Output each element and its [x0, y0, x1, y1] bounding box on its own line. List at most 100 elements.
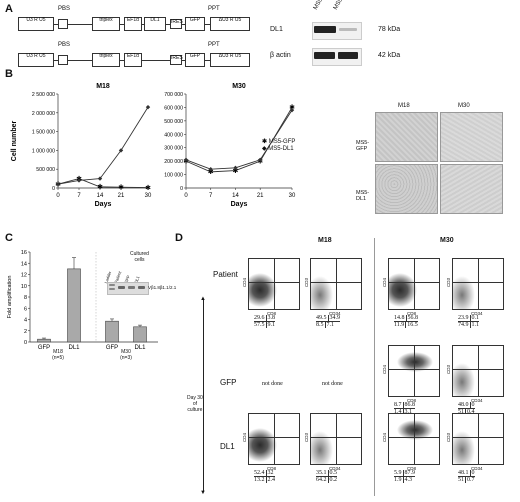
- facs-plot-p-m18-cd8: [248, 258, 300, 310]
- quadrant-value: 34.9: [327, 315, 340, 321]
- gate-line: [249, 281, 299, 283]
- quadrant-value: 74.9: [458, 322, 469, 328]
- ires-box: IRES: [170, 19, 183, 29]
- micro-row-label: MS5- GFP: [356, 140, 370, 153]
- facs-x-label: CD8: [267, 311, 277, 316]
- quadrant-value: 13.2: [254, 477, 265, 483]
- arrow-head-up-icon: ▲: [200, 296, 206, 302]
- actin-band: [314, 52, 335, 59]
- facs-plot-g-m30-cd34: [452, 345, 504, 397]
- bar: [133, 326, 147, 343]
- gate-line: [249, 436, 299, 438]
- legend-item-gfp: ✱ MS5-GFP: [262, 139, 296, 145]
- y-tick-label: 2 500 000: [32, 92, 55, 98]
- quadrant-value: 3.8: [265, 315, 275, 321]
- data-point-dl1: [208, 167, 213, 172]
- quadrant-value: 51: [458, 477, 464, 483]
- quadrant-values: 52.4 32 13.2 2.4: [254, 470, 275, 483]
- quadrant-value: 0: [469, 402, 475, 408]
- quadrant-value: 48.0: [458, 402, 469, 408]
- ppt-label: PPT: [208, 6, 220, 12]
- gate-line: [453, 368, 503, 370]
- y-tick-label: 1 000 000: [32, 148, 55, 154]
- col-title-m18: M18: [318, 237, 332, 244]
- facs-y-label: CD4: [382, 432, 388, 443]
- y-tick-label: 14: [21, 261, 27, 267]
- y-tick-label: 4: [24, 318, 27, 324]
- y-tick-label: 500 000: [36, 167, 55, 173]
- panel-b-label: B: [5, 68, 13, 80]
- quadrant-value: 8.5: [316, 322, 324, 328]
- not-done-label: not done: [262, 381, 283, 387]
- gate-line: [389, 368, 439, 370]
- blot-row-label: β actin: [270, 52, 291, 59]
- data-point-dl1: [258, 157, 263, 162]
- column-divider: [374, 238, 375, 496]
- blot-row-size: 42 kDa: [378, 52, 401, 59]
- facs-y-label: CD4: [242, 277, 248, 288]
- quadrant-values: 23.9 0.1 74.9 1.1: [458, 315, 479, 328]
- data-point-dl1: [233, 165, 238, 171]
- data-point-dl1: [289, 107, 295, 113]
- quadrant-value: 1.9: [394, 477, 402, 483]
- m30-growth-chart: M30 0 100 000 200 000 300 000 400 000 500 000 6…: [164, 83, 296, 208]
- x-tick-label: 0: [184, 193, 188, 199]
- quadrant-value: 0.4: [465, 409, 475, 415]
- gate-line: [453, 436, 503, 438]
- y-tick-label: 400 000: [164, 132, 183, 138]
- x-tick-label: 7: [209, 193, 213, 199]
- y-tick-label: 2 000 000: [32, 111, 55, 117]
- quadrant-value: 0.2: [327, 477, 337, 483]
- facs-plot-p-m30-cd8: [388, 258, 440, 310]
- data-point-dl1: [145, 104, 151, 110]
- quadrant-values: 5.9 87.9 1.9 4.3: [394, 470, 415, 483]
- quadrant-value: 0.5: [327, 470, 337, 476]
- micrograph-m30-dl1: [440, 164, 503, 214]
- quadrant-value: 56.8: [405, 315, 418, 321]
- chart-title: M18: [96, 83, 110, 90]
- y-tick-label: 0: [180, 186, 183, 192]
- x-axis-label: Days: [95, 201, 112, 208]
- quadrant-value: 51: [458, 409, 464, 415]
- facs-plot-g-m30-cd8: [388, 345, 440, 397]
- lane-label: MS5-GFP: [333, 0, 352, 11]
- x-axis-label: Days: [231, 201, 248, 208]
- y-tick-label: 600 000: [164, 105, 183, 111]
- x-tick-label: DL1: [68, 345, 80, 350]
- row-label-dl1: DL1: [220, 442, 235, 451]
- quadrant-value: 48.1: [458, 470, 469, 476]
- quadrant-value: 35.1: [316, 470, 327, 476]
- pbs-label: PBS: [58, 42, 71, 48]
- data-point-gfp: ✱: [118, 184, 124, 192]
- x-tick-label: GFP: [106, 345, 118, 350]
- quadrant-values: 49.5 34.9 8.5 7.1: [316, 315, 340, 328]
- ltr5-box: U3 R U5: [18, 17, 54, 31]
- facs-plot-d-m30-cd8: [388, 413, 440, 465]
- facs-x-label: CD34: [471, 311, 483, 316]
- quadrant-value: 9.1: [265, 322, 275, 328]
- bar: [105, 320, 119, 343]
- row-label-patient: Patient: [213, 270, 238, 279]
- y-tick-label: 200 000: [164, 159, 183, 165]
- x-tick-label: 14: [97, 193, 104, 199]
- blot-row-size: 78 kDa: [378, 26, 401, 33]
- group-label-m30: M30 (n=3): [120, 349, 132, 361]
- quadrant-values: 35.1 0.5 64.2 0.2: [316, 470, 337, 483]
- lane-label: MS5-DL1: [313, 0, 331, 11]
- facs-plot-d-m30-cd34: [452, 413, 504, 465]
- gate-line: [478, 259, 479, 309]
- facs-y-label: CD3: [446, 364, 452, 375]
- facs-plot-p-m30-cd34: [452, 258, 504, 310]
- ires-box: IRES: [170, 55, 183, 65]
- micro-row-label: MS5- DL1: [356, 190, 370, 203]
- x-tick-label: 14: [232, 193, 239, 199]
- gate-line: [414, 259, 415, 309]
- y-tick-label: 100 000: [164, 173, 183, 179]
- quadrant-value: 16.5: [405, 322, 418, 328]
- quadrant-value: 32: [265, 470, 274, 476]
- dl1-band: [339, 28, 357, 31]
- y-tick-label: 2: [24, 329, 27, 335]
- quadrant-value: 7.1: [324, 322, 334, 328]
- gate-line: [414, 346, 415, 396]
- dl1-band: [314, 26, 336, 33]
